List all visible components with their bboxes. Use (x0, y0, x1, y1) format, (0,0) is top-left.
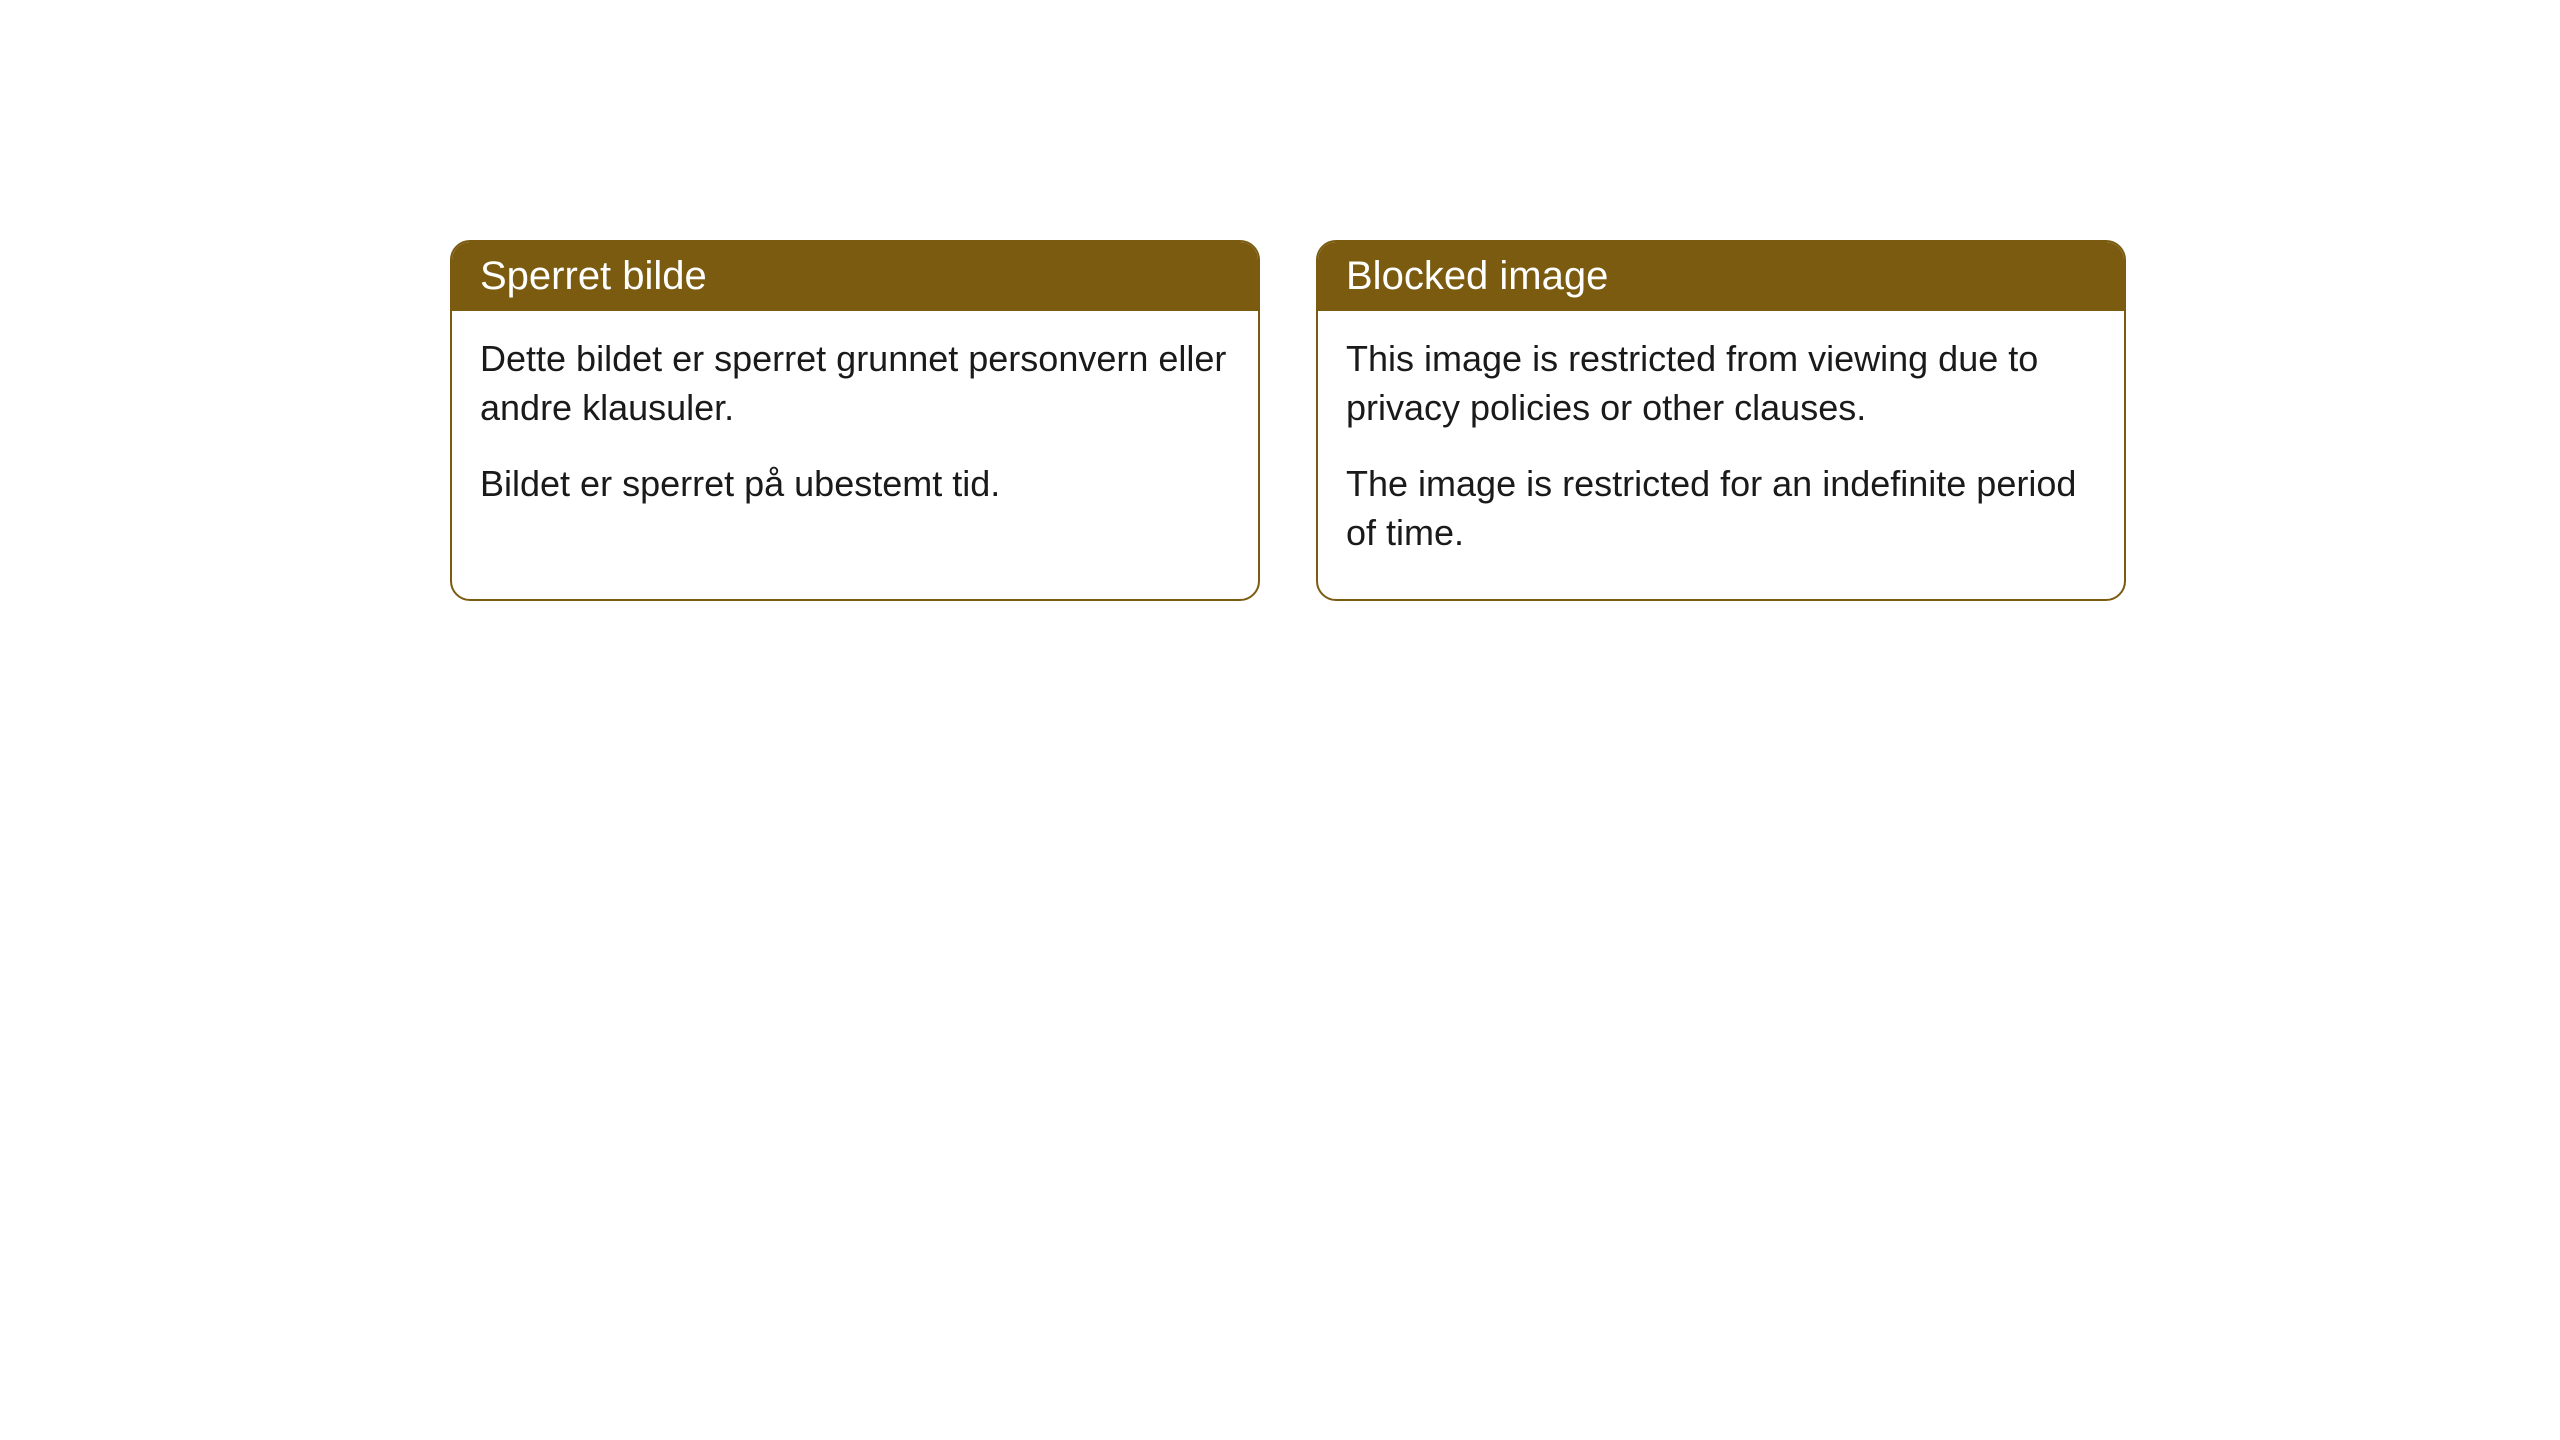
card-header-no: Sperret bilde (452, 242, 1258, 311)
card-paragraph-2-en: The image is restricted for an indefinit… (1346, 460, 2096, 557)
blocked-image-card-no: Sperret bilde Dette bildet er sperret gr… (450, 240, 1260, 601)
card-body-no: Dette bildet er sperret grunnet personve… (452, 311, 1258, 551)
card-paragraph-1-no: Dette bildet er sperret grunnet personve… (480, 335, 1230, 432)
card-header-en: Blocked image (1318, 242, 2124, 311)
card-paragraph-2-no: Bildet er sperret på ubestemt tid. (480, 460, 1230, 509)
blocked-image-card-en: Blocked image This image is restricted f… (1316, 240, 2126, 601)
card-body-en: This image is restricted from viewing du… (1318, 311, 2124, 599)
cards-container: Sperret bilde Dette bildet er sperret gr… (450, 240, 2126, 601)
card-paragraph-1-en: This image is restricted from viewing du… (1346, 335, 2096, 432)
